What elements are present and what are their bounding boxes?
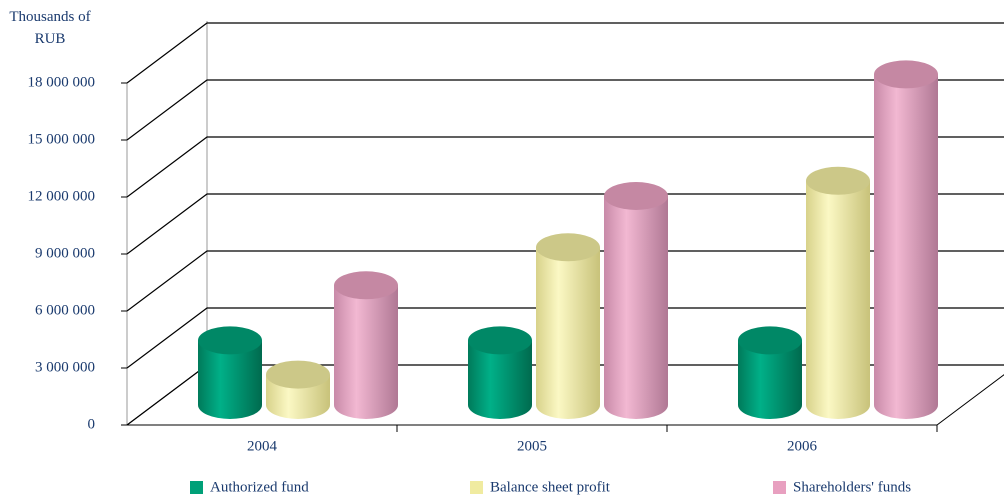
cylinder-body — [536, 247, 600, 419]
cylinder-top — [536, 233, 600, 262]
legend-label: Shareholders' funds — [793, 479, 911, 495]
y-tick-label: 6 000 000 — [35, 302, 95, 318]
cylinder — [604, 182, 668, 419]
cylinder — [536, 233, 600, 419]
grid-line — [126, 79, 1004, 141]
y-tick-label: 9 000 000 — [35, 245, 95, 261]
cylinder — [468, 326, 532, 419]
y-tick-label: 12 000 000 — [28, 188, 96, 204]
cylinder — [266, 360, 330, 419]
legend-label: Authorized fund — [210, 479, 309, 495]
cylinder-top — [334, 271, 398, 300]
cylinder-body — [874, 74, 938, 420]
cylinder-top — [874, 60, 938, 89]
x-tick-label: 2004 — [247, 438, 278, 454]
back-wall — [126, 21, 208, 425]
y-tick-label: 15 000 000 — [28, 131, 96, 147]
cylinder — [874, 60, 938, 420]
grid-line — [126, 22, 1004, 84]
legend-swatch — [773, 481, 786, 494]
cylinder-top — [604, 182, 668, 210]
cylinder-body — [738, 340, 802, 419]
cylinder-body — [198, 340, 262, 419]
cylinder-top — [806, 166, 870, 195]
legend-swatch — [190, 481, 203, 494]
cylinder — [738, 326, 802, 419]
legend-label: Balance sheet profit — [490, 479, 611, 495]
cylinder-top — [738, 326, 802, 355]
x-tick-label: 2005 — [517, 438, 547, 454]
cylinder-body — [468, 340, 532, 419]
cylinder — [198, 326, 262, 419]
grid-line — [126, 307, 1004, 369]
cylinder — [334, 271, 398, 419]
y-axis-title: Thousands of RUB — [9, 9, 91, 47]
cylinder-body — [806, 180, 870, 419]
grid-line — [126, 250, 1004, 312]
cylinder-body — [334, 285, 398, 419]
y-tick-label: 18 000 000 — [28, 74, 96, 90]
y-tick-label: 0 — [88, 416, 96, 432]
y-tick-label: 3 000 000 — [35, 359, 95, 375]
cylinder-top — [266, 360, 330, 389]
cylinder-top — [468, 326, 532, 355]
x-tick-label: 2006 — [787, 438, 818, 454]
grid-line — [126, 136, 1004, 198]
cylinder-body — [604, 196, 668, 419]
cylinder-top — [198, 326, 262, 355]
legend-swatch — [470, 481, 483, 494]
cylinder — [806, 166, 870, 419]
grid-line — [126, 193, 1004, 255]
